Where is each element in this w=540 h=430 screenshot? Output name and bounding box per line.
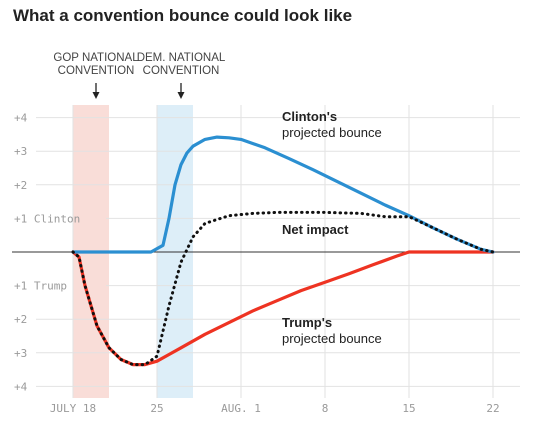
x-tick-label: 22 (486, 402, 499, 415)
y-tick-label: +2 (14, 313, 27, 326)
annotation-trump: Trump's (282, 315, 332, 330)
series-line-trump (71, 250, 495, 367)
arrow-head-icon (177, 92, 185, 99)
grid-lines (36, 105, 520, 398)
x-tick-label: AUG. 1 (221, 402, 261, 415)
annotation-clinton: Clinton's (282, 109, 337, 124)
series-lines (71, 135, 495, 367)
x-tick-label: 15 (402, 402, 415, 415)
convention-label-gop: CONVENTION (58, 65, 135, 77)
y-tick-label: +1 Clinton (14, 212, 80, 225)
y-tick-label: +3 (14, 347, 27, 360)
y-tick-label: +4 (14, 112, 28, 125)
series-line-net (71, 210, 495, 367)
annotation-net: Net impact (282, 222, 349, 237)
x-tick-label: JULY 18 (50, 402, 96, 415)
annotation-clinton: projected bounce (282, 125, 382, 140)
convention-label-dem: DEM. NATIONAL (137, 52, 226, 64)
convention-label-dem: CONVENTION (143, 65, 220, 77)
annotation-trump: projected bounce (282, 331, 382, 346)
y-tick-label: +1 Trump (14, 280, 67, 293)
y-axis-labels: +4 +3 +2 +1 Clinton +1 Trump +2 +3 +4 (14, 112, 80, 394)
x-tick-label: 8 (322, 402, 329, 415)
x-tick-label: 25 (150, 402, 163, 415)
y-tick-label: +4 (14, 380, 28, 393)
x-axis-labels: JULY 18 25 AUG. 1 8 15 22 (50, 402, 500, 415)
y-tick-label: +3 (14, 145, 27, 158)
convention-label-gop: GOP NATIONAL (53, 52, 139, 64)
chart-title: What a convention bounce could look like (13, 6, 353, 25)
arrow-head-icon (92, 92, 100, 99)
y-tick-label: +2 (14, 179, 27, 192)
